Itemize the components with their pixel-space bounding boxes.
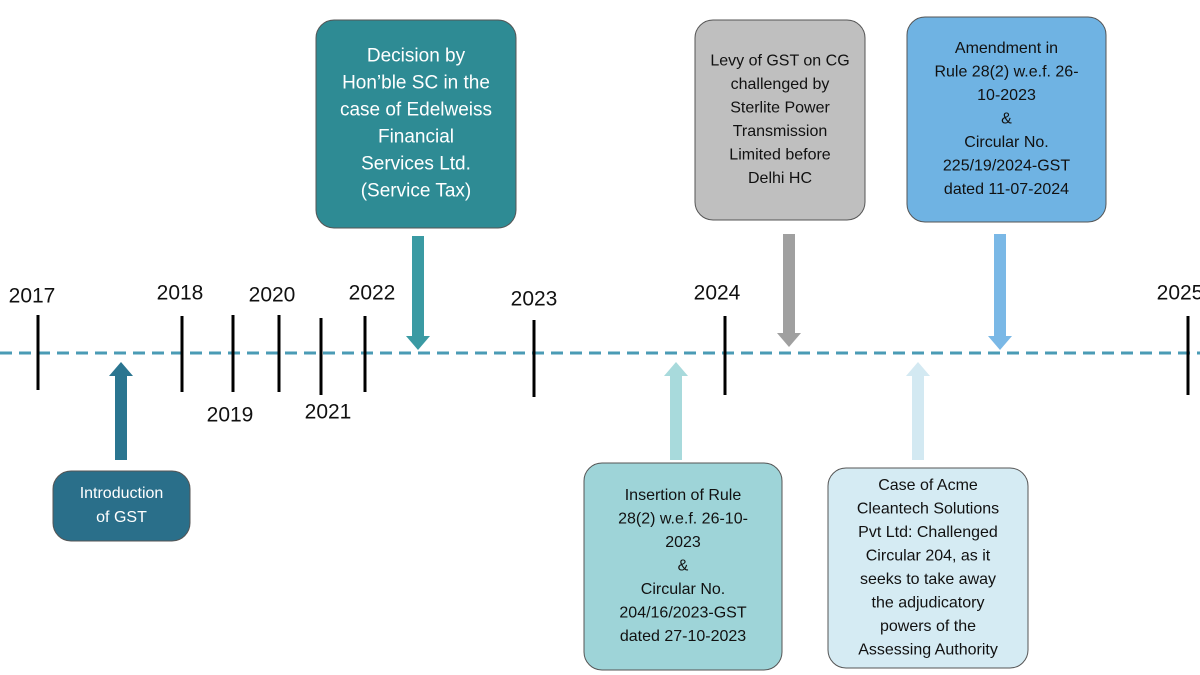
arrow-head [777,333,801,347]
year-label: 2021 [305,401,352,424]
event-text: 10-2023 [977,87,1036,104]
event-text: case of Edelweiss [340,100,492,121]
arrow-head [109,362,133,376]
event-text: dated 27-10-2023 [620,628,746,645]
event-text: Pvt Ltd: Challenged [858,524,998,541]
event-box [52,470,191,542]
event: Levy of GST on CG challenged by Sterlite P… [694,19,866,347]
event-text: Levy of GST on CG [710,52,849,69]
event-text: Amendment in [955,40,1058,57]
arrow-shaft [412,236,424,336]
arrow-head [406,336,430,350]
event-text: & [1001,111,1012,128]
year-label: 2022 [349,282,396,305]
event-text: Circular No. [641,581,725,598]
event-text: Delhi HC [748,170,812,187]
year-label: 2017 [9,285,56,308]
event-text: dated 11-07-2024 [944,181,1069,198]
year-label: 2018 [157,282,204,305]
year-label: 2025 [1157,282,1200,305]
event-text: 204/16/2023-GST [619,605,746,622]
event-text: seeks to take away [860,571,996,588]
event-text: Insertion of Rule [625,487,742,504]
event-text: 2023 [665,534,701,551]
arrow-shaft [994,234,1006,336]
event-text: Sterlite Power [730,99,830,116]
event-text: Decision by [367,46,466,67]
event-text: Cleantech Solutions [857,500,999,517]
arrow-shaft [670,376,682,460]
event-box [583,462,783,671]
event-text: & [678,558,689,575]
event: Amendment in Rule 28(2) w.e.f. 26- 10-2023… [906,16,1107,350]
event-box [694,19,866,221]
event-box [827,467,1029,669]
event-text: Transmission [733,123,828,140]
event: Case of Acme Cleantech Solutions Pvt Ltd: … [827,362,1029,669]
arrow-shaft [912,376,924,460]
event-text: Services Ltd. [361,154,471,175]
event: Introduction of GST [52,362,191,542]
event: Insertion of Rule 28(2) w.e.f. 26-10- 2023… [583,362,783,671]
arrow-head [664,362,688,376]
year-label: 2023 [511,288,558,311]
event-text: powers of the [880,618,976,635]
event: Decision by Hon’ble SC in the case of Edel… [315,19,517,350]
event-text: 28(2) w.e.f. 26-10- [618,511,748,528]
event-box [315,19,517,229]
arrow-head [988,336,1012,350]
event-text: (Service Tax) [361,181,472,202]
arrow-shaft [115,376,127,460]
event-text: the adjudicatory [872,594,985,611]
year-label: 2020 [249,284,296,307]
event-text: Case of Acme [878,477,978,494]
event-text: Rule 28(2) w.e.f. 26- [934,64,1078,81]
event-text: 225/19/2024-GST [943,158,1070,175]
event-text: Introduction [80,485,164,502]
event-text: Financial [378,127,454,148]
event-text: Hon’ble SC in the [342,73,490,94]
event-text: Circular 204, as it [866,547,991,564]
event-text: Assessing Authority [858,641,998,658]
year-label: 2019 [207,404,254,427]
year-label: 2024 [694,282,741,305]
event-text: of GST [96,509,147,526]
event-box [906,16,1107,223]
event-text: challenged by [731,76,830,93]
event-text: Limited before [729,146,830,163]
event-text: Circular No. [964,134,1048,151]
arrow-head [906,362,930,376]
arrow-shaft [783,234,795,333]
